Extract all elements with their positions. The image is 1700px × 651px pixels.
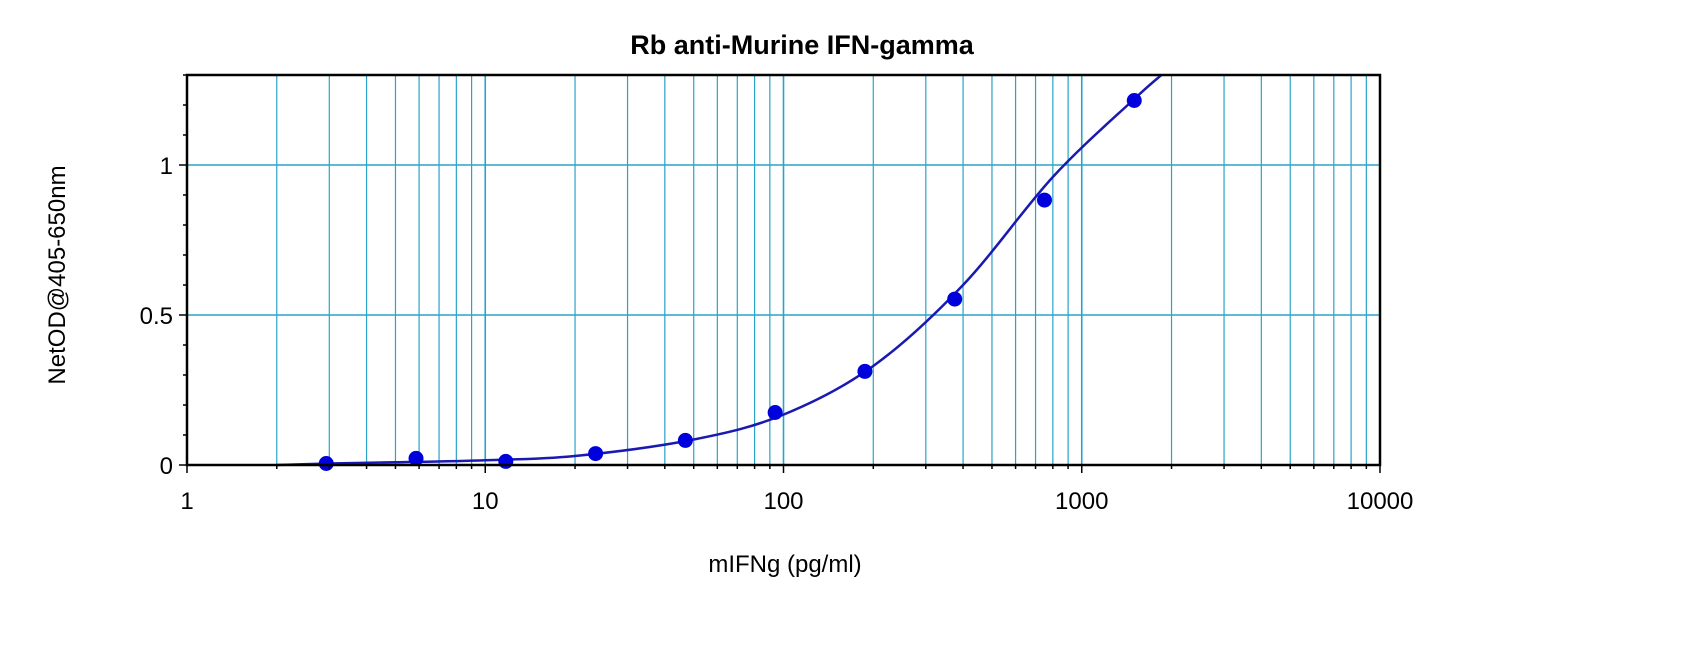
y-axis-label: NetOD@405-650nm (44, 165, 71, 384)
data-point (677, 432, 693, 448)
x-tick-label: 10 (472, 488, 499, 515)
data-point (588, 446, 604, 462)
x-tick-label: 10000 (1347, 488, 1414, 515)
fit-curve (276, 74, 1163, 467)
data-point (947, 291, 963, 307)
x-axis-label: mIFNg (pg/ml) (708, 551, 861, 578)
data-point (408, 450, 424, 466)
data-point (1126, 93, 1142, 108)
y-tick-label: 0 (160, 453, 173, 480)
y-tick-label: 1 (160, 153, 173, 180)
axis-ticks (179, 74, 1381, 473)
x-tick-label: 1 (180, 488, 193, 515)
data-point (767, 405, 783, 420)
data-points (318, 93, 1142, 471)
data-point (857, 363, 873, 379)
y-tick-label: 0.5 (140, 303, 173, 330)
tick-labels: 1 10 100 1000 10000 0 0.5 1 (140, 153, 1414, 515)
chart-title: Rb anti-Murine IFN-gamma (630, 30, 974, 60)
grid (187, 75, 1380, 465)
fit-curve-layer (276, 74, 1163, 467)
data-point (498, 453, 514, 469)
data-point (1036, 192, 1052, 208)
data-point (318, 456, 334, 471)
x-tick-label: 1000 (1055, 488, 1108, 515)
x-tick-label: 100 (763, 488, 803, 515)
